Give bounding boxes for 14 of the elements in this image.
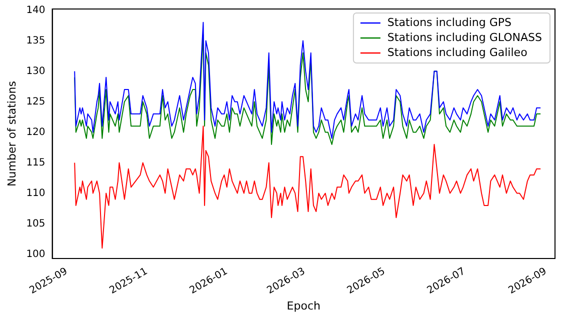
legend-label: Stations including Galileo [387,46,528,59]
y-tick-label: 135 [26,35,46,46]
y-tick-label: 120 [26,126,46,138]
y-tick-label: 125 [26,96,46,108]
y-tick-label: 115 [26,157,46,168]
y-tick-label: 140 [26,4,46,16]
x-axis-title: Epoch [286,299,321,312]
legend-label: Stations including GPS [387,16,512,29]
y-tick-label: 100 [26,248,46,260]
y-tick-label: 110 [26,188,46,199]
y-tick-label: 105 [26,218,46,230]
y-tick-label: 130 [26,66,46,77]
y-axis-title: Number of stations [5,80,18,186]
legend-label: Stations including GLONASS [387,30,542,44]
